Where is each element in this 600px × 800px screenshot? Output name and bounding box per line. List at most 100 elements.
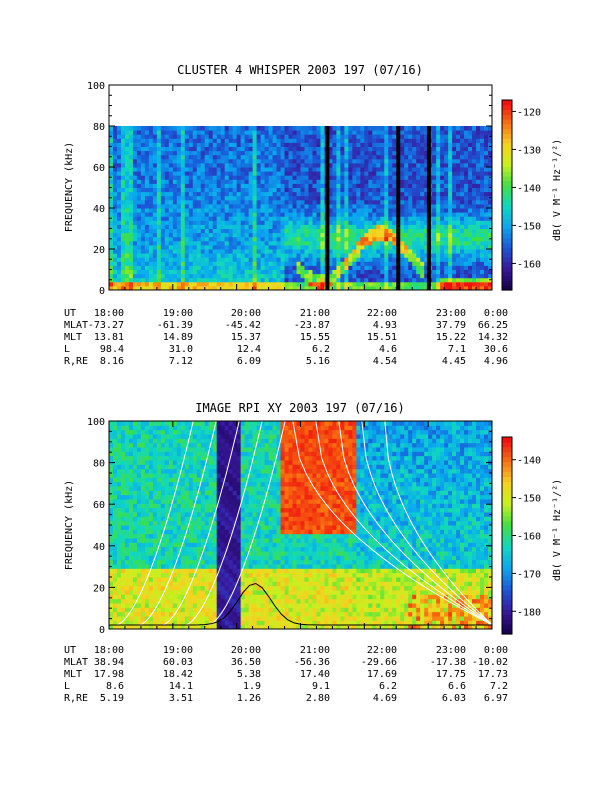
spectrogram-cell [336,191,341,197]
spectrogram-cell [280,126,286,131]
spectrogram-cell [320,281,325,287]
spectrogram-cell [180,611,186,617]
spectrogram-cell [192,183,198,188]
spectrogram-cell [172,577,178,582]
spectrogram-cell [172,460,178,465]
spectrogram-cell [420,236,425,242]
spectrogram-cell [360,261,365,266]
spectrogram-cell [252,175,258,180]
spectrogram-cell [128,620,134,626]
spectrogram-cell [416,236,421,242]
spectrogram-cell [172,220,178,225]
spectrogram-cell [288,281,294,287]
spectrogram-cell [356,249,361,254]
spectrogram-cell [392,212,397,217]
spectrogram-cell [436,183,441,188]
spectrogram-cell [400,134,405,139]
spectrogram-cell [212,134,218,139]
spectrogram-cell [192,285,198,291]
spectrogram-cell [164,171,170,176]
spectrogram-cell [120,468,126,474]
spectrogram-cell [116,551,122,556]
spectrogram-cell [356,240,361,246]
spectrogram-cell [312,195,317,201]
spectrogram-cell [476,281,481,287]
spectrogram-cell [452,285,457,291]
ephemeris-label: L [64,344,70,355]
spectrogram-cell [124,611,130,617]
spectrogram-cell [132,175,138,180]
spectrogram-cell [248,232,254,238]
spectrogram-cell [444,249,449,254]
spectrogram-cell [188,228,194,234]
spectrogram-cell [264,162,270,168]
spectrogram-cell [200,208,206,213]
spectrogram-cell [168,516,174,522]
spectrogram-cell [136,520,142,526]
spectrogram-cell [440,236,445,242]
spectrogram-cell [276,126,282,131]
spectrogram-cell [128,525,134,530]
spectrogram-cell [200,179,206,184]
spectrogram-cell [320,220,325,225]
ephemeris-value: 4.96 [484,356,508,367]
spectrogram-cell [348,236,353,242]
spectrogram-cell [120,130,126,135]
spectrogram-cell [132,240,138,246]
colorbar-frame [501,99,513,291]
spectrogram-cell [456,257,461,262]
spectrogram-cell [148,490,154,496]
spectrogram-cell [260,269,266,275]
spectrogram-cell [348,199,353,205]
spectrogram-cell [280,277,286,283]
spectrogram-cell [240,261,246,266]
spectrogram-cell [320,158,325,164]
spectrogram-cell [360,146,365,152]
spectrogram-cell [472,265,477,270]
spectrogram-cell [109,212,114,217]
spectrogram-cell [180,421,186,426]
spectrogram-cell [264,257,270,262]
spectrogram-cell [436,220,441,225]
spectrogram-cell [344,249,349,254]
spectrogram-cell [172,167,178,172]
spectrogram-cell [448,232,453,238]
spectrogram-cell [468,261,473,266]
spectrogram-cell [240,265,246,270]
spectrogram-cell [220,130,226,135]
spectrogram-cell [156,512,162,517]
spectrogram-cell [196,134,202,139]
spectrogram-cell [172,520,178,526]
spectrogram-cell [336,240,341,246]
spectrogram-cell [172,481,178,487]
spectrogram-cell [328,199,333,205]
spectrogram-cell [124,529,130,535]
spectrogram-cell [140,146,146,152]
spectrogram-cell [416,285,421,291]
spectrogram-cell [148,285,154,291]
spectrogram-cell [200,212,206,217]
ephemeris-value: 6.2 [312,344,330,355]
spectrogram-cell [364,253,369,258]
spectrogram-cell [448,187,453,193]
spectrogram-cell [484,183,489,188]
spectrogram-cell [212,220,218,225]
spectrogram-cell [360,162,365,168]
spectrogram-cell [372,130,377,135]
spectrogram-cell [160,538,166,543]
spectrogram-cell [140,138,146,143]
spectrogram-cell [408,269,413,275]
spectrogram-cell [132,481,138,487]
spectrogram-cell [340,150,345,156]
spectrogram-cell [148,212,154,217]
spectrogram-cell [116,499,122,504]
spectrogram-cell [152,146,158,152]
spectrogram-cell [132,607,138,613]
spectrogram-cell [140,179,146,184]
spectrogram-cell [276,199,282,205]
spectrogram-cell [132,564,138,569]
spectrogram-cell [356,216,361,221]
spectrogram-cell [136,546,142,552]
spectrogram-cell [128,158,134,164]
spectrogram-cell [188,277,194,283]
